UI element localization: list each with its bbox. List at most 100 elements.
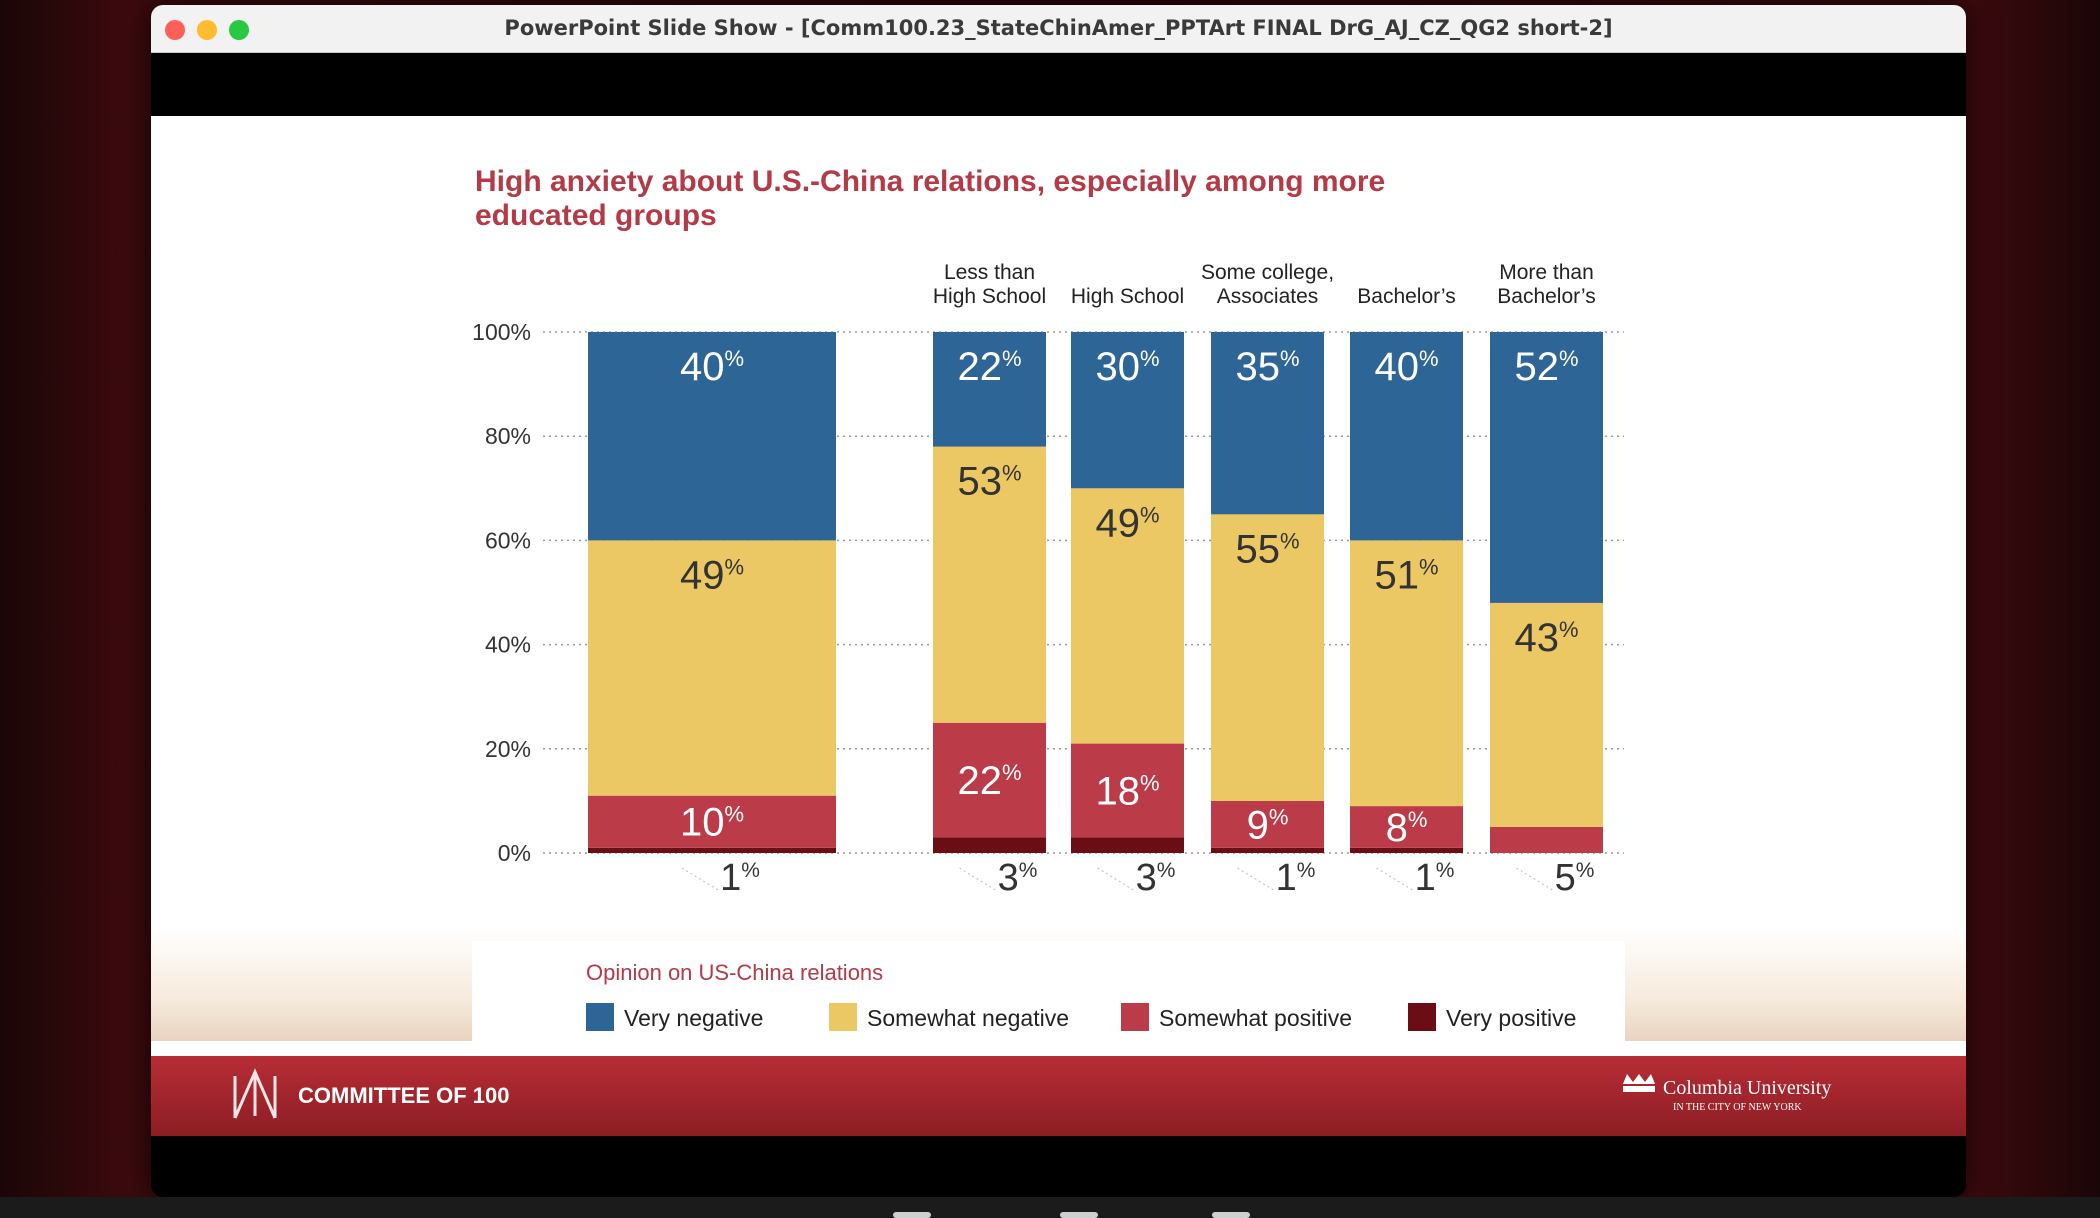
legend: Opinion on US-China relations Very negati… bbox=[586, 960, 1576, 1031]
below-bar-labels: 1% 3% 3% 1% 1% 5% bbox=[681, 857, 1595, 899]
bar-value-label: 8% bbox=[1386, 806, 1428, 850]
slide[interactable]: High anxiety about U.S.-China relations,… bbox=[151, 116, 1966, 1136]
dock-indicator-2 bbox=[1060, 1212, 1098, 1218]
legend-title: Opinion on US-China relations bbox=[586, 960, 883, 985]
window-title: PowerPoint Slide Show - [Comm100.23_Stat… bbox=[504, 16, 1613, 40]
bar-segment-somewhat-positive bbox=[1490, 826, 1603, 853]
bar-segment-very-positive bbox=[588, 847, 836, 853]
committee-of-100-emblem-icon bbox=[233, 1068, 277, 1119]
bar-segment-somewhat-positive bbox=[588, 795, 836, 848]
title-bar: PowerPoint Slide Show - [Comm100.23_Stat… bbox=[151, 5, 1966, 53]
committee-of-100-logo: COMMITTEE OF 100 bbox=[233, 1068, 509, 1119]
chart-title-line-2: educated groups bbox=[475, 199, 717, 232]
dock-indicator-1 bbox=[893, 1212, 931, 1218]
bar-segment-very-positive bbox=[1071, 837, 1184, 853]
bar-segment-somewhat-positive bbox=[1071, 743, 1184, 838]
category-label: Bachelor’s bbox=[1497, 285, 1595, 308]
chart-title: High anxiety about U.S.-China relations,… bbox=[475, 165, 1385, 232]
legend-swatch bbox=[586, 1003, 614, 1031]
bar-segment-somewhat-negative bbox=[933, 446, 1046, 723]
bar-segment-very-negative bbox=[1490, 332, 1603, 603]
bar-value-label: 30% bbox=[1095, 345, 1159, 389]
crown-icon bbox=[1623, 1074, 1655, 1084]
bar-segment-somewhat-negative bbox=[1350, 540, 1463, 807]
close-window-button[interactable] bbox=[165, 20, 185, 40]
bar-value-label: 35% bbox=[1235, 345, 1299, 389]
leader-line bbox=[1376, 867, 1413, 891]
bar-segment-somewhat-negative bbox=[1490, 602, 1603, 827]
y-tick-label: 80% bbox=[485, 423, 531, 449]
crown-base-icon bbox=[1623, 1086, 1655, 1092]
stacked-bar-chart: High anxiety about U.S.-China relations,… bbox=[233, 165, 1831, 1119]
category-label: High School bbox=[933, 285, 1046, 308]
bar-value-label: 51% bbox=[1374, 553, 1438, 597]
zoom-window-button[interactable] bbox=[229, 20, 249, 40]
bar-value-labels: 10% 49% 40% 22% 53% 22% 18% 49% 30% 9% 55% 35% 8% 51%… bbox=[680, 345, 1579, 850]
bar-segment-very-positive bbox=[1211, 847, 1324, 853]
bar-value-label: 10% bbox=[680, 801, 744, 845]
below-bar-label: 1% bbox=[720, 857, 760, 899]
legend-label: Somewhat positive bbox=[1159, 1005, 1352, 1031]
bar-value-label: 22% bbox=[957, 759, 1021, 803]
bar-value-label: 43% bbox=[1514, 616, 1578, 660]
below-bar-label: 1% bbox=[1276, 857, 1316, 899]
leader-line bbox=[681, 867, 719, 891]
dock-indicator-3 bbox=[1212, 1212, 1250, 1218]
below-bar-label: 3% bbox=[998, 857, 1038, 899]
bar-segment-somewhat-positive bbox=[1350, 806, 1463, 848]
category-label: High School bbox=[1071, 285, 1184, 308]
bar-value-label: 49% bbox=[680, 553, 744, 597]
legend-swatch bbox=[1121, 1003, 1149, 1031]
bar-value-label: 52% bbox=[1514, 345, 1578, 389]
bar-segment-somewhat-negative bbox=[1071, 488, 1184, 744]
legend-label: Somewhat negative bbox=[867, 1005, 1069, 1031]
below-bar-label: 1% bbox=[1415, 857, 1455, 899]
columbia-subtext: IN THE CITY OF NEW YORK bbox=[1673, 1102, 1802, 1113]
category-label: Some college, bbox=[1201, 261, 1334, 284]
y-axis-ticks: 0% 20% 40% 60% 80% 100% bbox=[472, 319, 531, 866]
bar-segment-very-negative bbox=[1350, 332, 1463, 541]
y-tick-label: 60% bbox=[485, 527, 531, 553]
leader-line bbox=[1237, 867, 1274, 891]
bar-segment-very-negative bbox=[588, 332, 836, 541]
bar-segment-very-positive bbox=[1350, 847, 1463, 853]
category-label: Bachelor’s bbox=[1357, 285, 1455, 308]
leader-line bbox=[959, 867, 996, 891]
legend-label: Very positive bbox=[1446, 1005, 1576, 1031]
bar-value-label: 53% bbox=[957, 460, 1021, 504]
category-label: Associates bbox=[1217, 285, 1319, 308]
columbia-university-logo: Columbia University IN THE CITY OF NEW Y… bbox=[1623, 1074, 1831, 1113]
bar-segment-somewhat-negative bbox=[1211, 514, 1324, 801]
category-label: More than bbox=[1499, 261, 1594, 284]
below-bar-label: 3% bbox=[1136, 857, 1176, 899]
bar-segment-very-negative bbox=[1071, 332, 1184, 489]
legend-swatch bbox=[829, 1003, 857, 1031]
below-bar-label: 5% bbox=[1555, 857, 1595, 899]
y-tick-label: 0% bbox=[498, 840, 531, 866]
bars bbox=[588, 332, 1603, 853]
chart-title-line-1: High anxiety about U.S.-China relations,… bbox=[475, 165, 1385, 198]
slideshow-window: PowerPoint Slide Show - [Comm100.23_Stat… bbox=[151, 5, 1966, 1197]
slide-footer bbox=[151, 1056, 1966, 1136]
y-tick-label: 20% bbox=[485, 736, 531, 762]
bar-value-label: 22% bbox=[957, 345, 1021, 389]
columbia-university-text: Columbia University bbox=[1663, 1077, 1831, 1099]
bar-value-label: 40% bbox=[1374, 345, 1438, 389]
bar-segment-very-positive bbox=[933, 837, 1046, 853]
bar-value-label: 55% bbox=[1235, 527, 1299, 571]
y-tick-label: 100% bbox=[472, 319, 531, 345]
leader-line bbox=[1097, 867, 1134, 891]
bar-value-label: 18% bbox=[1095, 769, 1159, 813]
bar-value-label: 40% bbox=[680, 345, 744, 389]
bottom-toolbar-strip bbox=[0, 1197, 2100, 1218]
bar-segment-very-negative bbox=[1211, 332, 1324, 515]
bar-value-label: 49% bbox=[1095, 501, 1159, 545]
bar-value-label: 9% bbox=[1247, 803, 1289, 847]
legend-swatch bbox=[1408, 1003, 1436, 1031]
bar-segment-very-negative bbox=[933, 332, 1046, 447]
committee-of-100-text: COMMITTEE OF 100 bbox=[298, 1083, 509, 1108]
legend-label: Very negative bbox=[624, 1005, 763, 1031]
bar-segment-somewhat-negative bbox=[588, 540, 836, 796]
minimize-window-button[interactable] bbox=[197, 20, 217, 40]
